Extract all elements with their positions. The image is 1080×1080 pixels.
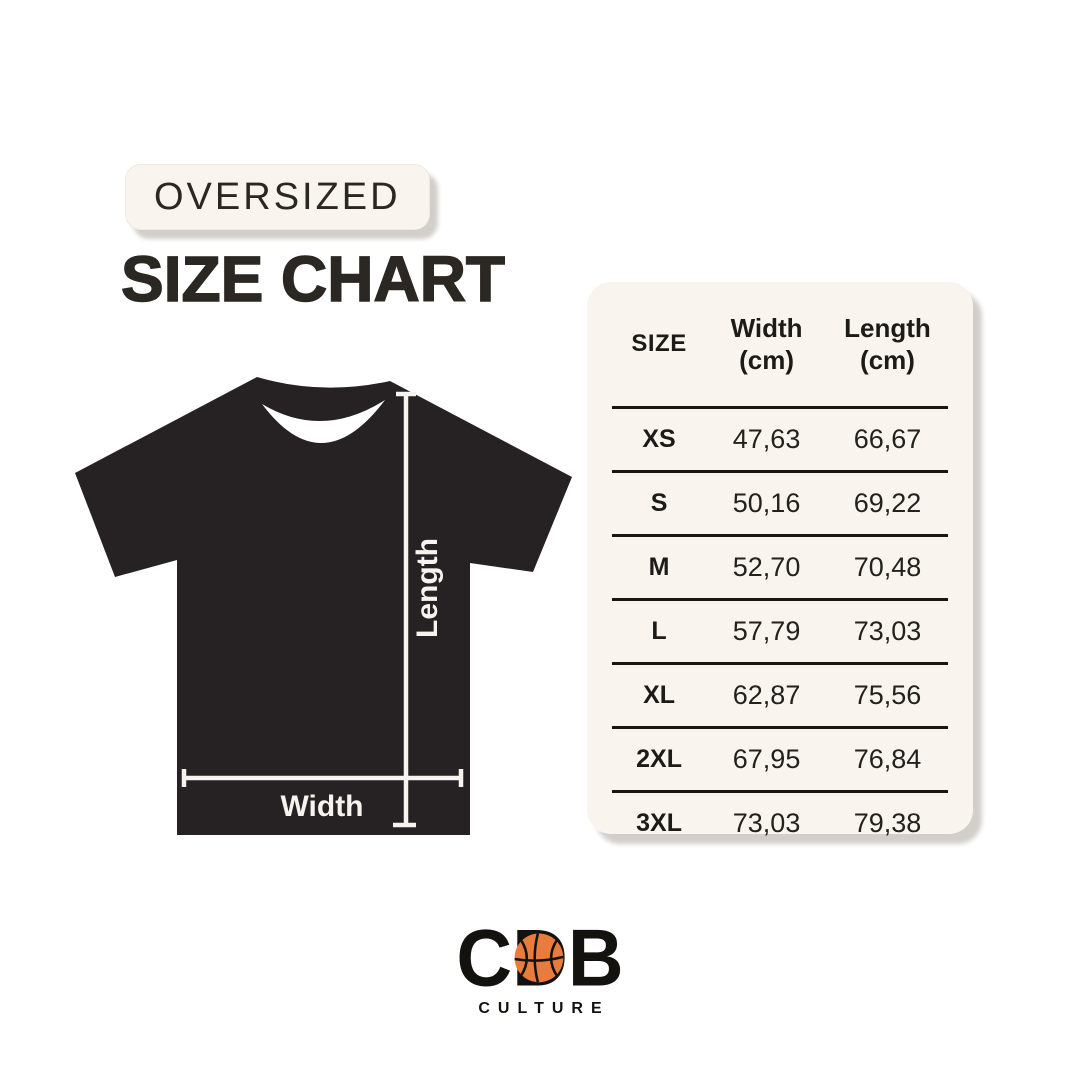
cdb-logo-icon: CDB xyxy=(456,922,623,998)
table-row: XS 47,63 66,67 xyxy=(612,409,948,473)
row-width-value: 47,63 xyxy=(732,424,801,454)
row-length-value: 73,03 xyxy=(853,616,922,646)
column-header-length-unit: (cm) xyxy=(860,345,915,375)
row-width-value: 73,03 xyxy=(732,808,801,838)
row-width-value: 52,70 xyxy=(732,552,801,582)
width-measure-line xyxy=(181,769,464,787)
column-header-size-label: SIZE xyxy=(631,330,687,357)
column-header-length-label: Length xyxy=(844,312,931,343)
row-size: L xyxy=(651,617,667,645)
brand-logo: CDB CULTURE xyxy=(0,922,1080,1018)
row-size: S xyxy=(650,489,668,517)
row-width-value: 50,16 xyxy=(732,488,801,518)
row-width-value: 62,87 xyxy=(732,680,801,710)
row-size: XL xyxy=(643,681,676,709)
logo-subtext: CULTURE xyxy=(478,1000,610,1017)
row-width-value: 67,95 xyxy=(732,744,801,774)
row-length-value: 75,56 xyxy=(853,680,922,710)
table-row: M 52,70 70,48 xyxy=(612,537,948,601)
oversized-badge: OVERSIZED xyxy=(125,164,430,230)
oversized-badge-label: OVERSIZED xyxy=(154,175,401,218)
size-table-header-row: SIZE Width (cm) Length (cm) xyxy=(612,282,948,409)
column-header-size: SIZE xyxy=(612,329,706,359)
tshirt-diagram: Length Width xyxy=(75,377,572,835)
row-length-value: 69,22 xyxy=(853,488,922,518)
row-length-value: 66,67 xyxy=(853,424,922,454)
row-length-value: 79,38 xyxy=(853,808,922,838)
basketball-icon xyxy=(514,933,564,983)
row-length-value: 76,84 xyxy=(853,744,922,774)
row-size: M xyxy=(648,553,670,581)
tshirt-neck-opening xyxy=(262,400,385,444)
tshirt-silhouette-icon xyxy=(75,377,572,835)
table-row: XL 62,87 75,56 xyxy=(612,665,948,729)
table-row: 3XL 73,03 79,38 xyxy=(612,793,948,854)
page-title: SIZE CHART xyxy=(120,242,506,316)
row-size: 2XL xyxy=(636,745,682,773)
row-length-value: 70,48 xyxy=(853,552,922,582)
column-header-width: Width (cm) xyxy=(706,312,827,377)
table-row: S 50,16 69,22 xyxy=(612,473,948,537)
length-measure-line xyxy=(393,391,416,828)
row-size: 3XL xyxy=(636,809,682,837)
row-width-value: 57,79 xyxy=(732,616,801,646)
width-label: Width xyxy=(280,790,363,823)
row-size: XS xyxy=(642,425,676,453)
length-label: Length xyxy=(411,538,444,638)
column-header-width-unit: (cm) xyxy=(739,345,794,375)
table-row: 2XL 67,95 76,84 xyxy=(612,729,948,793)
table-row: L 57,79 73,03 xyxy=(612,601,948,665)
column-header-length: Length (cm) xyxy=(827,312,948,377)
size-table-card: SIZE Width (cm) Length (cm) XS 47,63 66,… xyxy=(587,282,973,838)
column-header-width-label: Width xyxy=(730,312,803,343)
